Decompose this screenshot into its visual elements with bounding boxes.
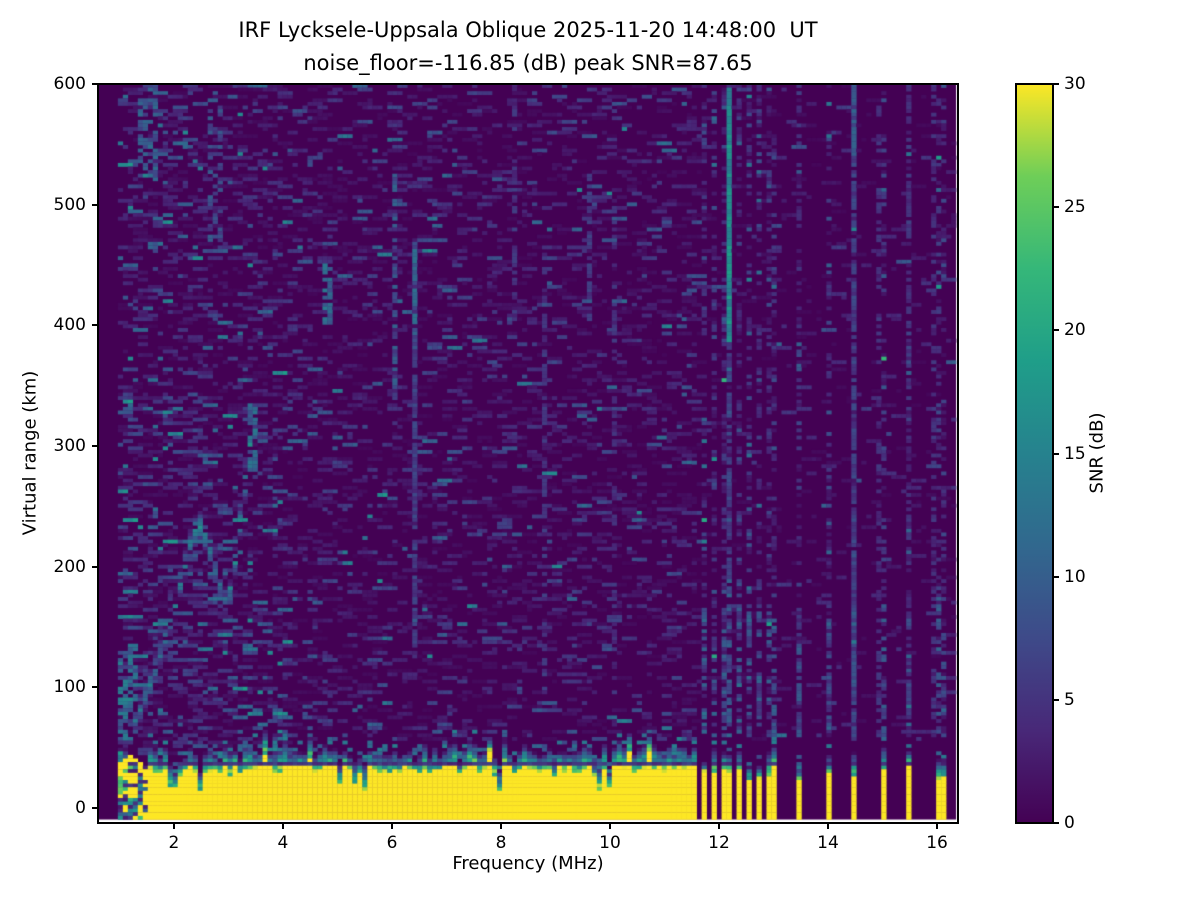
y-tick [92, 445, 97, 448]
colorbar-tick-label: 5 [1064, 689, 1075, 710]
colorbar-tick [1054, 452, 1059, 455]
x-tick [172, 824, 175, 829]
x-tick-label: 2 [168, 833, 180, 853]
x-tick [827, 824, 829, 829]
y-tick [92, 686, 97, 689]
x-tick-label: 4 [277, 833, 289, 853]
y-tick-label: 500 [53, 194, 86, 215]
y-tick-label: 0 [75, 798, 86, 819]
x-tick [718, 824, 720, 829]
colorbar-tick [1054, 575, 1059, 578]
x-tick [281, 824, 284, 829]
x-tick-label: 6 [386, 833, 398, 853]
y-tick-label: 300 [53, 436, 86, 457]
colorbar-tick-label: 10 [1064, 566, 1086, 587]
heatmap-canvas [98, 84, 958, 823]
x-axis-label: Frequency (MHz) [452, 853, 604, 874]
colorbar-tick-label: 20 [1064, 320, 1086, 341]
colorbar-tick-label: 15 [1064, 443, 1086, 464]
y-tick [92, 203, 97, 206]
colorbar-tick-label: 30 [1064, 74, 1086, 94]
colorbar-tick [1054, 698, 1059, 701]
colorbar-tick [1054, 329, 1059, 332]
chart-title: IRF Lycksele-Uppsala Oblique 2025-11-20 … [238, 18, 818, 42]
y-tick [92, 565, 97, 568]
y-tick-label: 600 [53, 74, 86, 94]
colorbar-tick-label: 25 [1064, 197, 1086, 218]
y-tick-label: 400 [53, 315, 86, 336]
y-tick [92, 324, 97, 327]
x-tick-label: 8 [495, 833, 507, 853]
colorbar-tick-label: 0 [1064, 813, 1075, 833]
y-tick [92, 83, 97, 85]
chart-subtitle: noise_floor=-116.85 (dB) peak SNR=87.65 [303, 51, 753, 75]
y-axis-label: Virtual range (km) [19, 370, 41, 536]
y-tick-label: 100 [53, 677, 86, 698]
x-tick [608, 824, 611, 829]
x-tick-label: 14 [817, 833, 839, 853]
colorbar-label: SNR (dB) [1086, 412, 1108, 494]
y-tick-label: 200 [53, 556, 86, 577]
x-tick [936, 824, 939, 829]
colorbar-tick [1054, 206, 1059, 209]
x-tick [499, 824, 502, 829]
y-tick [92, 807, 97, 810]
colorbar-tick [1054, 822, 1059, 824]
colorbar-gradient [1016, 84, 1053, 823]
x-tick-label: 10 [599, 833, 621, 853]
colorbar-tick [1054, 83, 1059, 85]
x-tick-label: 16 [926, 833, 948, 853]
x-tick-label: 12 [708, 833, 730, 853]
x-tick [390, 824, 393, 829]
